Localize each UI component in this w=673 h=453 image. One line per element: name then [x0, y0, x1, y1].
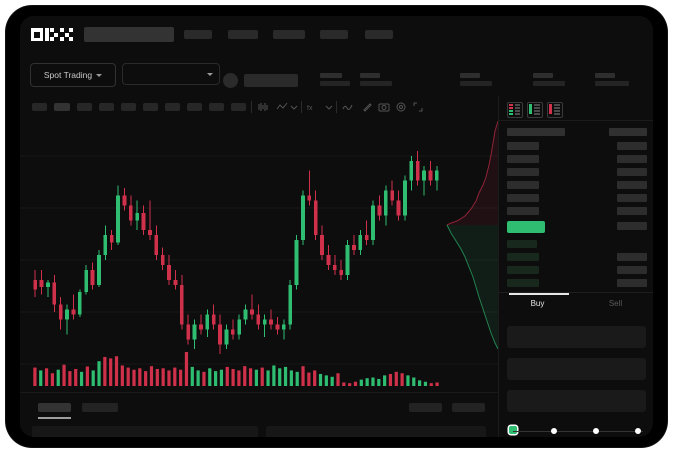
stat-volume	[533, 73, 565, 86]
orderbook-bid-amount-2[interactable]	[617, 253, 647, 261]
timeframe-7[interactable]	[165, 103, 180, 111]
stat-turnover	[595, 73, 629, 86]
nav-item-2[interactable]	[228, 30, 258, 39]
bottom-panel-left	[32, 426, 258, 437]
orderbook-ask-amount-4[interactable]	[617, 181, 647, 189]
timeframe-4[interactable]	[99, 103, 114, 111]
orderbook-view-asks-icon[interactable]	[547, 102, 563, 118]
bottom-action-2[interactable]	[452, 403, 485, 412]
orderbook-bid-price-1[interactable]	[507, 240, 537, 248]
candlestick-series	[33, 150, 439, 355]
fullscreen-icon[interactable]	[412, 101, 424, 113]
chevron-down-icon	[207, 72, 213, 76]
orderbook-bid-amount-4[interactable]	[617, 279, 647, 287]
volume-series	[33, 352, 439, 387]
bottom-tab-order-history[interactable]	[82, 403, 118, 412]
chevron-down-icon[interactable]	[288, 101, 300, 113]
orderbook-ask-amount-5[interactable]	[617, 194, 647, 202]
slider-step-3[interactable]	[635, 428, 641, 434]
last-price-value	[244, 74, 298, 87]
indicators-icon[interactable]: fx	[306, 101, 318, 113]
orderbook-bid-price-2[interactable]	[507, 253, 539, 261]
timeframe-5[interactable]	[121, 103, 136, 111]
timeframe-3[interactable]	[77, 103, 92, 111]
bottom-tab-open-orders[interactable]	[38, 403, 71, 412]
nav-item-1[interactable]	[184, 30, 212, 39]
orderbook-ask-amount-1[interactable]	[617, 142, 647, 150]
chevron-down-icon[interactable]	[323, 101, 335, 113]
tablet-device-frame: Spot Trading	[6, 6, 667, 447]
stat-high	[360, 73, 392, 86]
orderbook-ask-price-6[interactable]	[507, 207, 539, 215]
market-depth-overlay	[446, 121, 498, 349]
orderbook-bid-amount-3[interactable]	[617, 266, 647, 274]
timeframe-1[interactable]	[32, 103, 47, 111]
orderbook-ask-price-2[interactable]	[507, 155, 539, 163]
nav-item-4[interactable]	[320, 30, 348, 39]
app-screen: Spot Trading	[20, 16, 653, 437]
orderbook-ask-price-5[interactable]	[507, 194, 539, 202]
slider-step-2[interactable]	[593, 428, 599, 434]
orderbook-last-price	[507, 221, 545, 233]
camera-icon[interactable]	[378, 101, 390, 113]
top-navigation-bar	[20, 16, 653, 52]
svg-text:fx: fx	[307, 105, 313, 112]
price-chart[interactable]	[20, 118, 498, 392]
draw-pencil-icon[interactable]	[361, 101, 373, 113]
order-price-input[interactable]	[507, 326, 646, 348]
orderbook-ask-price-3[interactable]	[507, 168, 539, 176]
tab-buy[interactable]: Buy	[530, 299, 545, 308]
line-chart-icon[interactable]	[276, 101, 288, 113]
orderbook-view-bids-icon[interactable]	[527, 102, 543, 118]
orderbook-and-order-form: Buy Sell	[498, 96, 653, 437]
tab-sell[interactable]: Sell	[608, 299, 623, 308]
timeframe-10[interactable]	[231, 103, 246, 111]
chevron-down-icon	[96, 73, 103, 77]
slider-step-0[interactable]	[509, 426, 517, 434]
market-type-label: Spot Trading	[43, 70, 93, 80]
slider-track	[513, 430, 643, 432]
compare-icon[interactable]	[342, 101, 354, 113]
orders-panel	[20, 392, 498, 437]
slider-step-1[interactable]	[551, 428, 557, 434]
orderbook-ask-amount-3[interactable]	[617, 168, 647, 176]
orderbook-view-both-icon[interactable]	[507, 102, 523, 118]
nav-item-3[interactable]	[273, 30, 305, 39]
bottom-panel-right	[266, 426, 486, 437]
active-tab-underline	[509, 293, 569, 295]
orderbook-last-amount	[617, 222, 647, 230]
orderbook-bid-price-4[interactable]	[507, 279, 539, 287]
active-tab-underline	[38, 417, 71, 419]
orderbook-col-price	[507, 128, 565, 136]
stat-low	[460, 73, 492, 86]
orderbook-ask-price-1[interactable]	[507, 142, 539, 150]
order-total-input[interactable]	[507, 390, 646, 412]
okx-logo[interactable]	[31, 28, 73, 41]
order-amount-input[interactable]	[507, 358, 646, 380]
timeframe-2[interactable]	[54, 103, 70, 111]
order-form-tabs: Buy Sell	[499, 292, 653, 317]
bottom-action-1[interactable]	[409, 403, 442, 412]
orderbook-bid-price-3[interactable]	[507, 266, 539, 274]
settings-gear-icon[interactable]	[395, 101, 407, 113]
timeframe-8[interactable]	[187, 103, 202, 111]
trading-pair-selector[interactable]	[122, 63, 220, 85]
amount-slider[interactable]	[509, 426, 645, 436]
search-input[interactable]	[84, 27, 174, 42]
candlestick-chart-icon[interactable]	[257, 101, 269, 113]
market-type-selector[interactable]: Spot Trading	[30, 63, 116, 87]
orderbook-ask-amount-6[interactable]	[617, 207, 647, 215]
timeframe-9[interactable]	[209, 103, 224, 111]
nav-item-5[interactable]	[365, 30, 393, 39]
timeframe-6[interactable]	[143, 103, 158, 111]
orderbook-col-amount	[609, 128, 647, 136]
stat-change	[320, 73, 350, 86]
orderbook-ask-amount-2[interactable]	[617, 155, 647, 163]
coin-avatar	[223, 73, 238, 88]
volume-chart	[20, 342, 498, 392]
orderbook-ask-price-4[interactable]	[507, 181, 539, 189]
